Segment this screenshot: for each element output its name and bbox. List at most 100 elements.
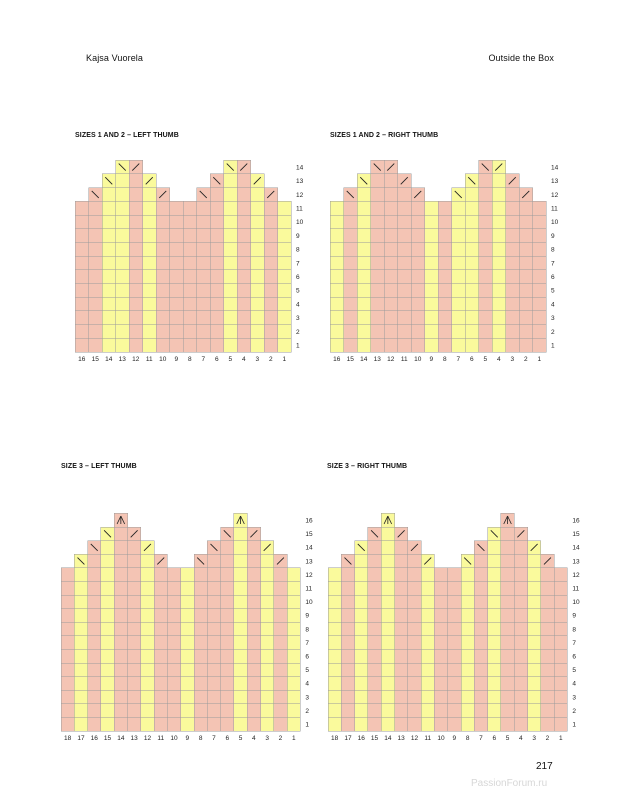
chart-cell — [540, 621, 555, 637]
left-slant-decrease-symbol — [131, 163, 140, 171]
chart-cell — [540, 635, 555, 650]
chart-cell — [474, 649, 488, 664]
chart-cell — [434, 608, 448, 623]
chart-cell — [407, 662, 422, 677]
chart-cell — [407, 594, 422, 609]
column-number-label: 12 — [132, 356, 140, 363]
right-slant-decrease-symbol — [346, 190, 355, 199]
row-number-label: 12 — [572, 572, 580, 579]
right-slant-decrease-symbol — [77, 557, 85, 565]
row-number-label: 11 — [551, 205, 558, 212]
chart-cell — [553, 608, 568, 623]
chart-cell — [500, 621, 515, 637]
right-slant-decrease-symbol — [490, 530, 499, 538]
chart-cell — [447, 703, 462, 718]
row-number-label: 6 — [296, 274, 300, 281]
chart-cell — [553, 635, 568, 650]
chart-cell — [487, 621, 502, 637]
chart-cell — [447, 649, 462, 664]
chart-cell — [367, 621, 382, 637]
left-slant-decrease-symbol — [543, 557, 552, 565]
column-number-label: 7 — [201, 356, 205, 363]
chart-cell — [434, 676, 448, 691]
chart-cell — [460, 717, 475, 732]
row-number-label: 6 — [572, 654, 576, 661]
chart-cell — [553, 594, 568, 609]
chart-cell — [367, 635, 382, 650]
chart-cell — [500, 649, 515, 664]
chart-cell — [394, 540, 409, 555]
chart-cell — [447, 581, 462, 596]
chart-cell — [434, 581, 448, 596]
row-number-label: 8 — [296, 247, 300, 254]
chart-cell — [553, 717, 568, 732]
column-number-label: 5 — [483, 356, 487, 363]
chart-cell — [500, 594, 515, 609]
chart-cell — [460, 567, 475, 582]
chart-cell — [341, 689, 355, 705]
chart-cell — [367, 608, 382, 623]
row-number-label: 9 — [296, 233, 300, 240]
chart-cell — [474, 553, 488, 569]
chart-cell — [540, 608, 555, 623]
chart-cell — [380, 526, 395, 541]
column-number-label: 6 — [470, 356, 474, 363]
chart-cell — [460, 703, 475, 718]
row-number-label: 1 — [296, 342, 300, 349]
column-number-label: 11 — [146, 356, 153, 363]
row-number-label: 4 — [551, 301, 555, 308]
chart-cell — [286, 567, 301, 582]
left-slant-decrease-symbol — [386, 163, 395, 171]
chart-cell — [447, 717, 462, 732]
left-slant-decrease-symbol — [397, 530, 405, 538]
chart-cell — [420, 662, 435, 677]
chart-cell — [474, 594, 488, 609]
row-number-label: 6 — [551, 274, 555, 281]
chart-cell — [513, 689, 528, 705]
left-slant-decrease-symbol — [266, 190, 275, 199]
book-title: Outside the Box — [488, 53, 554, 63]
chart-cell — [407, 676, 422, 691]
chart-cell — [277, 201, 292, 216]
row-number-label: 11 — [572, 586, 579, 593]
chart-cell — [380, 567, 395, 582]
left-slant-decrease-symbol — [263, 543, 271, 552]
column-number-label: 16 — [78, 356, 86, 363]
chart-cell — [553, 581, 568, 596]
chart-cell — [513, 649, 528, 664]
row-number-label: 8 — [551, 247, 555, 254]
chart-cell — [341, 594, 355, 609]
chart-cell — [500, 567, 515, 582]
chart-cell — [327, 608, 342, 623]
row-number-label: 13 — [572, 558, 580, 565]
chart-cell — [407, 703, 422, 718]
chart-cell — [367, 594, 382, 609]
chart-cell — [513, 703, 528, 718]
chart-cell — [420, 635, 435, 650]
chart-cell — [434, 689, 448, 705]
chart-cell — [474, 662, 488, 677]
row-number-label: 2 — [551, 329, 555, 336]
chart-cell — [394, 581, 409, 596]
left-slant-decrease-symbol — [253, 176, 262, 185]
chart-cell — [394, 608, 409, 623]
chart-cell — [367, 703, 382, 718]
chart-cell — [327, 717, 342, 732]
chart-cell — [380, 540, 395, 555]
chart-cell — [380, 635, 395, 650]
chart-cell — [527, 581, 542, 596]
column-number-label: 5 — [506, 735, 510, 742]
chart-cell — [513, 553, 528, 569]
chart-cell — [532, 201, 547, 216]
chart-cell — [553, 649, 568, 664]
row-number-label: 11 — [296, 205, 303, 212]
chart-cell — [540, 581, 555, 596]
column-number-label: 8 — [188, 356, 192, 363]
chart-cell — [474, 608, 488, 623]
chart-cell — [367, 540, 382, 555]
double-decrease-symbol — [383, 515, 393, 525]
chart-cell — [434, 635, 448, 650]
chart-cell — [513, 581, 528, 596]
